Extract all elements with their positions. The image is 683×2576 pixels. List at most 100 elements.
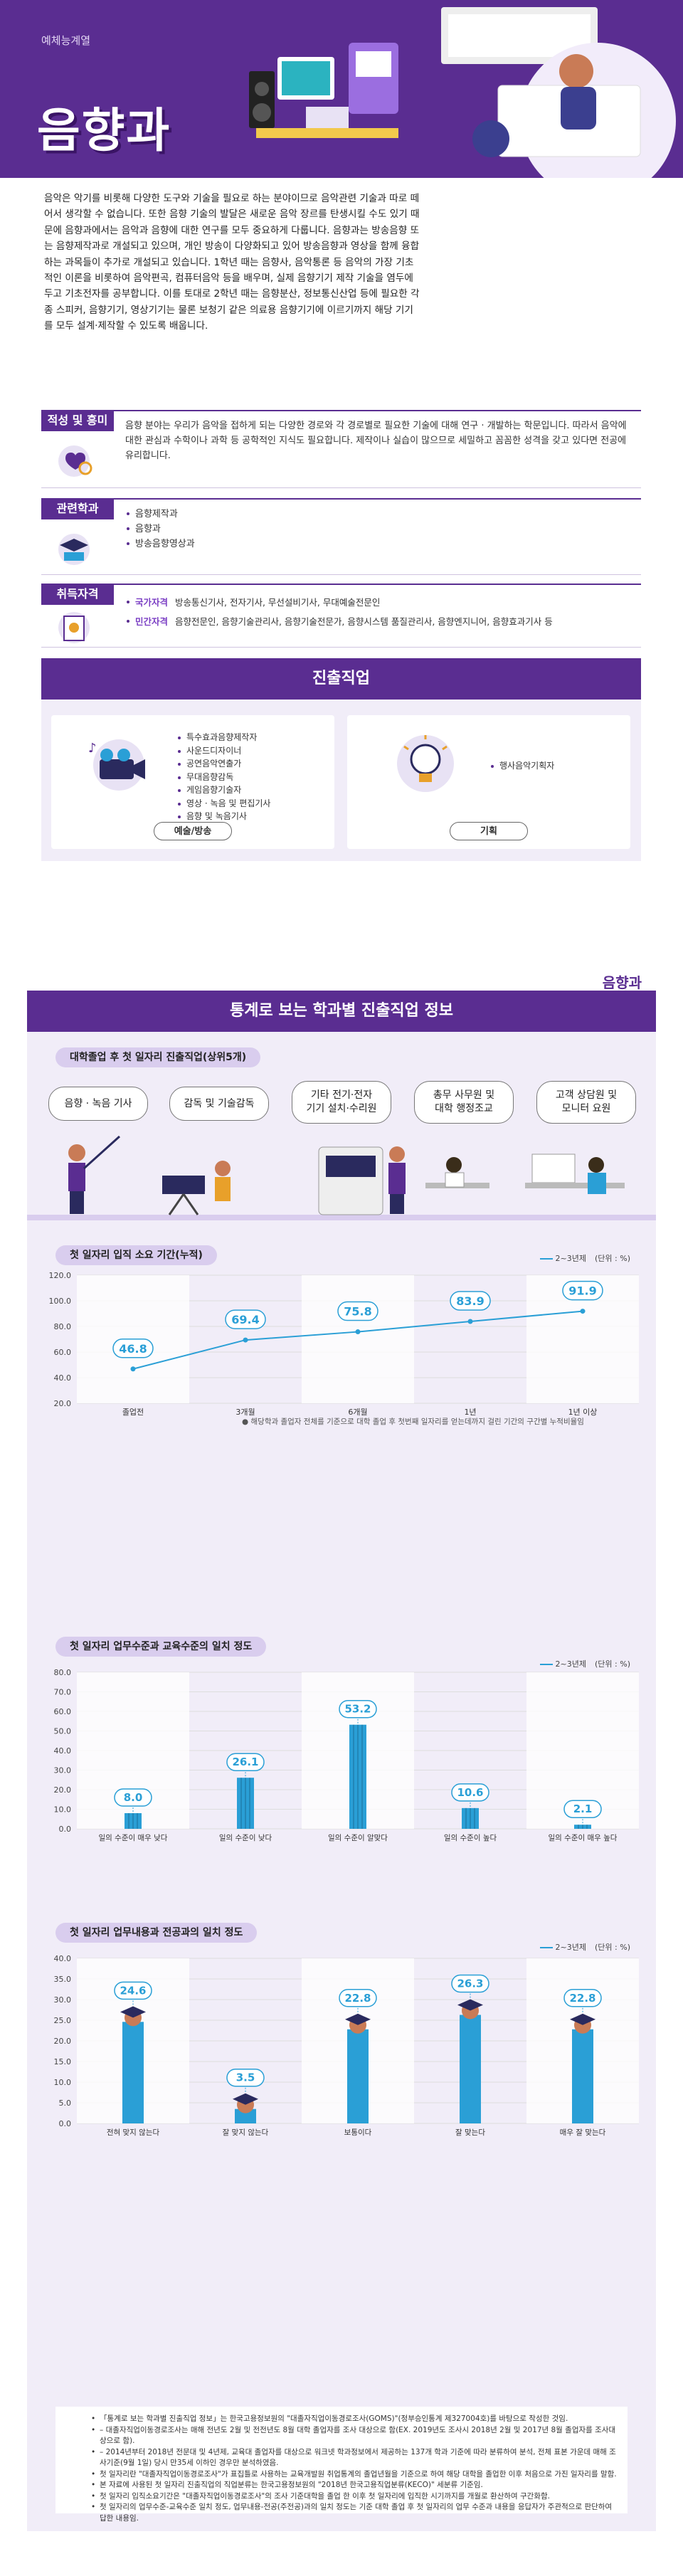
heart-search-icon xyxy=(58,445,92,477)
bar-cap xyxy=(120,2006,146,2018)
job-item: 공연음악연출가 xyxy=(176,757,270,771)
job-item: 행사음악기획자 xyxy=(489,759,554,773)
y-tick-label: 100.0 xyxy=(49,1297,72,1306)
legend-label: 2~3년제 xyxy=(555,1254,587,1263)
data-label-bubble xyxy=(339,1699,377,1719)
bar-cap xyxy=(233,2093,258,2105)
certs-label: 취득자격 xyxy=(41,584,114,605)
data-label-bubble xyxy=(562,1280,603,1301)
note-item: 첫 일자리란 "대졸자직업이동경로조사"가 표집틀로 사용하는 교육개발원 취업… xyxy=(91,2469,619,2481)
unit-label: (단위 : %) xyxy=(595,1254,630,1263)
chart2-label: 첫 일자리 업무수준과 교육수준의 일치 정도 xyxy=(55,1637,267,1657)
aptitude-text: 음향 분야는 우리가 음악을 접하게 되는 다양한 경로와 각 경로별로 필요한… xyxy=(125,421,627,461)
data-label: 83.9 xyxy=(456,1294,484,1308)
y-tick-label: 35.0 xyxy=(54,1975,72,1984)
y-tick-label: 0.0 xyxy=(59,2119,72,2128)
x-tick-label: 6개월 xyxy=(348,1408,367,1417)
data-point xyxy=(467,1319,473,1324)
related-item: 음향과 xyxy=(125,522,195,537)
legend-line-swatch xyxy=(539,1258,553,1260)
page-title: 음향과 xyxy=(37,103,171,158)
data-label-bubble xyxy=(226,1753,265,1771)
national-label: 국가자격 xyxy=(135,597,169,608)
data-label: 46.8 xyxy=(119,1342,147,1356)
x-tick-label: 1년 xyxy=(464,1408,476,1417)
note-item: 본 자료에 사용된 첫 일자리 진출직업의 직업분류는 한국고용정보원의 "20… xyxy=(91,2480,619,2491)
data-point xyxy=(130,1366,136,1372)
x-tick-label: 잘 맞지 않는다 xyxy=(223,2128,269,2137)
education-match-bar-chart: 80.0 70.0 60.0 50.0 40.0 30.0 20.0 10.0 0.0 8.0 일의… xyxy=(54,1668,639,1842)
private-certs: 음향전문인, 음향기술관리사, 음향기술전문가, 음향시스템 품질관리사, 음향… xyxy=(175,616,553,627)
bar-cap xyxy=(570,2013,595,2025)
related-item: 방송음향영상과 xyxy=(125,537,195,551)
job-item: 게임음향기술자 xyxy=(176,783,270,797)
job-item: 무대음향감독 xyxy=(176,771,270,784)
y-tick-label: 0.0 xyxy=(59,1825,72,1834)
y-tick-label: 30.0 xyxy=(54,1766,72,1775)
data-point xyxy=(355,1329,361,1335)
aptitude-label: 적성 및 흥미 xyxy=(41,410,114,431)
data-label-bubble xyxy=(114,1981,152,2000)
certs-section: 취득자격 국가자격 방송통신기사, 전자기사, 무선설비기사, 무대예술전문인 민… xyxy=(41,584,641,648)
y-tick-label: 40.0 xyxy=(54,1746,72,1756)
legend-label: 2~3년제 xyxy=(555,1659,587,1669)
legend-label: 2~3년제 xyxy=(555,1943,587,1952)
related-label: 관련학과 xyxy=(41,498,114,519)
data-point xyxy=(580,1309,586,1314)
arts-tag: 예술/방송 xyxy=(154,822,232,840)
aptitude-section: 적성 및 흥미 음향 분야는 우리가 음악을 접하게 되는 다양한 경로와 각 … xyxy=(41,410,641,488)
certificate-icon xyxy=(58,612,90,643)
x-tick-label: 보통이다 xyxy=(344,2128,372,2137)
data-label: 10.6 xyxy=(457,1786,483,1799)
lead-time-line-chart: 120.0 100.0 80.0 60.0 40.0 20.0 46.8 졸업전 69.4 3개월… xyxy=(49,1271,639,1417)
data-label-bubble xyxy=(114,1788,152,1807)
category-band xyxy=(302,1275,414,1403)
bar-cap xyxy=(457,1999,483,2011)
y-tick-label: 20.0 xyxy=(54,1399,72,1408)
data-label-bubble xyxy=(112,1339,154,1358)
data-label: 2.1 xyxy=(573,1802,593,1815)
x-tick-label: 전혀 맞지 않는다 xyxy=(107,2128,160,2137)
y-tick-label: 5.0 xyxy=(59,2099,72,2108)
top-job-bubble: 총무 사무원 및 대학 행정조교 xyxy=(414,1081,514,1124)
y-tick-label: 20.0 xyxy=(54,1785,72,1795)
y-tick-label: 40.0 xyxy=(54,1954,72,1963)
certs-list: 국가자격 방송통신기사, 전자기사, 무선설비기사, 무대예술전문인 민간자격 음향… xyxy=(125,595,637,629)
top-job-bubble: 음향 · 녹음 기사 xyxy=(48,1087,148,1121)
x-tick-label: 일의 수준이 매우 낮다 xyxy=(99,1833,168,1842)
data-label: 75.8 xyxy=(344,1305,371,1319)
note-item: 첫 일자리 입직소요기간은 "대졸자직업이동경로조사"의 조사 기준대학을 졸업… xyxy=(91,2491,619,2503)
note-item: – 대졸자직업이동경로조사는 매해 전년도 2월 및 전전년도 8월 대학 졸업… xyxy=(91,2425,619,2447)
data-point xyxy=(243,1337,248,1343)
data-label: 91.9 xyxy=(568,1284,596,1298)
bar xyxy=(460,2015,481,2123)
job-card-arts: ♪ 특수효과음향제작자 사운드디자이너 공연음악연출가 무대음향감독 게임음향기… xyxy=(51,715,334,849)
top-job-bubble: 고객 상담원 및 모니터 요원 xyxy=(536,1081,636,1124)
note-item: 「통계로 보는 학과별 진출직업 정보」는 한국고용정보원의 "대졸자직업이동경… xyxy=(91,2414,619,2425)
top-job-bubble: 기타 전기·전자 기기 설치·수리원 xyxy=(292,1081,391,1124)
legend-line-swatch xyxy=(539,1947,553,1948)
lightbulb-icon xyxy=(397,735,454,792)
y-tick-label: 30.0 xyxy=(54,1995,72,2005)
stats-title: 통계로 보는 학과별 진출직업 정보 xyxy=(27,991,656,1032)
job-item: 사운드디자이너 xyxy=(176,744,270,758)
y-tick-label: 50.0 xyxy=(54,1727,72,1736)
data-label-bubble xyxy=(451,1783,489,1802)
intro-paragraph: 음악은 악기를 비롯해 다양한 도구와 기술을 필요로 하는 분야이므로 음악관… xyxy=(44,193,420,332)
jobs-title: 진출직업 xyxy=(41,658,641,700)
chart1-label: 첫 일자리 입직 소요 기간(누적) xyxy=(55,1245,217,1265)
stats-section: 통계로 보는 학과별 진출직업 정보 대학졸업 후 첫 일자리 진출직업(상위5… xyxy=(27,991,656,2531)
x-tick-label: 3개월 xyxy=(235,1408,255,1417)
x-tick-label: 일의 수준이 높다 xyxy=(444,1833,497,1842)
related-list: 음향제작과 음향과 방송음향영상과 xyxy=(125,507,195,551)
major-match-bar-chart: 40.0 35.0 30.0 25.0 20.0 15.0 10.0 5.0 0.0 24.6 전혀… xyxy=(54,1954,639,2137)
data-label: 24.6 xyxy=(120,1984,146,1997)
notes-box: 「통계로 보는 학과별 진출직업 정보」는 한국고용정보원의 "대졸자직업이동경… xyxy=(55,2407,628,2523)
planning-tag: 기획 xyxy=(450,822,528,840)
data-label-bubble xyxy=(451,1974,489,1993)
y-tick-label: 10.0 xyxy=(54,1805,72,1815)
camera-note-icon: ♪ xyxy=(88,739,145,791)
svg-text:♪: ♪ xyxy=(88,741,97,756)
chart1-footnote: ● 해당학과 졸업자 전체를 기준으로 대학 졸업 후 첫번째 일자리를 얻는데… xyxy=(242,1418,584,1426)
data-label-bubble xyxy=(450,1291,491,1311)
